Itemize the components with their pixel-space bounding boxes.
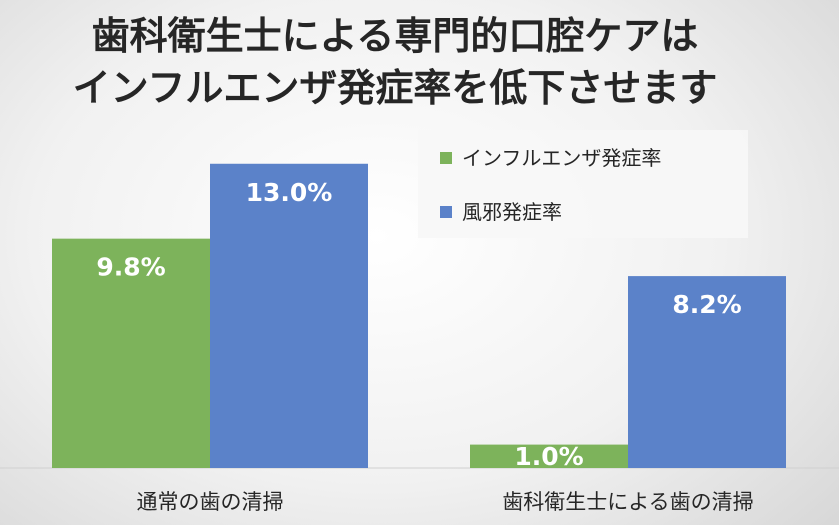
legend-box [418,130,748,238]
data-label-2-2: 8.2% [672,290,741,319]
data-label-1-1: 9.8% [96,253,165,282]
bar-2-2 [628,276,786,468]
category-labels-group: 通常の歯の清掃 歯科衛生士による歯の清掃 [137,490,754,514]
bars-group [52,163,786,468]
chart-title-line-1: 歯科衛生士による専門的口腔ケアは [91,14,699,58]
bar-1-2 [470,444,628,468]
bar-2-1 [210,163,368,468]
data-label-2-1: 13.0% [246,178,333,207]
legend-swatch-2 [440,206,452,218]
data-labels-group: 9.8% 13.0% 1.0% 8.2% [96,178,741,471]
chart-title: 歯科衛生士による専門的口腔ケアは インフルエンザ発症率を低下させます [0,10,790,114]
category-label-1: 通常の歯の清掃 [137,490,284,514]
legend-label-2: 風邪発症率 [462,200,562,224]
legend-label-1: インフルエンザ発症率 [462,146,661,170]
bar-1-1 [52,238,210,468]
legend-swatch-1 [440,152,452,164]
chart-title-line-2: インフルエンザ発症率を低下させます [72,66,718,110]
category-label-2: 歯科衛生士による歯の清掃 [502,490,753,514]
data-label-1-2: 1.0% [514,442,583,471]
